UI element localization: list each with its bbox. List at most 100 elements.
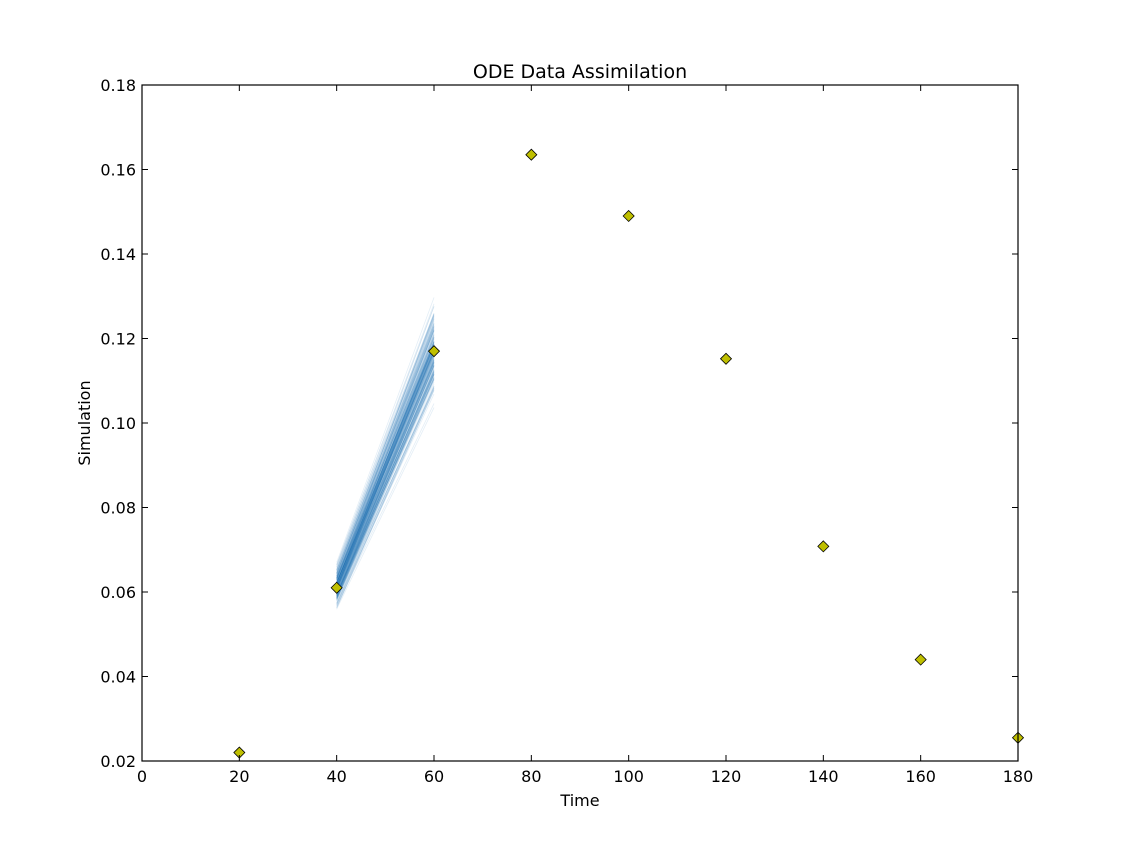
x-tick-label: 60 — [424, 767, 444, 786]
ensemble-line — [336, 336, 435, 582]
ensemble-line — [336, 384, 435, 605]
ensemble-line — [336, 365, 435, 596]
ensemble-line — [336, 386, 435, 608]
ensemble-line — [336, 343, 435, 585]
ensemble-line — [336, 365, 435, 594]
ensemble-line — [336, 338, 435, 587]
ensemble-line — [336, 359, 435, 596]
x-tick-label: 0 — [137, 767, 147, 786]
ensemble-line — [336, 352, 435, 584]
ensemble-line — [336, 333, 435, 583]
ensemble-line — [336, 364, 435, 598]
ensemble-line — [336, 335, 435, 582]
ensemble-line — [336, 376, 435, 599]
ensemble-line — [336, 356, 435, 597]
ensemble-line — [336, 366, 435, 591]
ensemble-line — [336, 370, 435, 596]
ensemble-line — [336, 334, 435, 582]
ensemble-line — [336, 351, 435, 584]
ensemble-line — [336, 393, 435, 605]
ensemble-line — [336, 377, 435, 598]
ensemble-line — [336, 370, 435, 598]
ensemble-line — [336, 317, 435, 570]
ensemble-line — [336, 371, 435, 594]
ensemble-line — [336, 326, 435, 576]
ensemble-line — [336, 343, 435, 584]
ensemble-line — [336, 339, 435, 580]
ensemble-line — [336, 358, 435, 590]
ensemble-line — [336, 356, 435, 590]
x-tick-label: 120 — [711, 767, 742, 786]
ensemble-line — [336, 374, 435, 598]
observation-marker — [427, 345, 441, 358]
ensemble-line — [336, 376, 435, 602]
ensemble-line — [336, 324, 435, 571]
ensemble-line — [336, 330, 435, 580]
x-tick-label: 40 — [326, 767, 346, 786]
ensemble-line — [336, 361, 435, 587]
ensemble-line — [336, 344, 435, 589]
ensemble-line — [336, 341, 435, 583]
ensemble-line — [336, 345, 435, 580]
ensemble-line — [336, 344, 435, 586]
ensemble-line — [336, 388, 435, 606]
ensemble-line — [336, 329, 435, 577]
ensemble-line — [336, 351, 435, 588]
ensemble-line — [336, 365, 435, 596]
ensemble-line — [336, 371, 435, 597]
ensemble-line — [336, 342, 435, 584]
ensemble-line — [336, 355, 435, 587]
ensemble-line — [336, 318, 435, 571]
ensemble-line — [336, 370, 435, 596]
ensemble-line — [336, 356, 435, 584]
ensemble-line — [336, 326, 435, 574]
ensemble-line — [336, 316, 435, 571]
y-tick-label: 0.04 — [100, 668, 136, 687]
ensemble-line — [336, 337, 435, 579]
ensemble-line — [336, 320, 435, 574]
ensemble-line — [336, 345, 435, 586]
ensemble-line — [336, 365, 435, 598]
ensemble-line — [336, 339, 435, 583]
ensemble-line — [336, 371, 435, 592]
ensemble-line — [336, 407, 435, 610]
ensemble-line — [336, 297, 435, 563]
ensemble-line — [336, 349, 435, 590]
ensemble-line — [336, 353, 435, 588]
ensemble-line — [336, 341, 435, 584]
ensemble-line — [336, 351, 435, 591]
observation-marker — [719, 352, 733, 365]
ensemble-line — [336, 377, 435, 594]
ensemble-line — [336, 385, 435, 604]
ensemble-line — [336, 363, 435, 593]
axis-ticks: 0 20 40 60 80 100 120 140 160 180 0.02 0.04 0.06 0.08… — [100, 76, 1033, 786]
ensemble-line — [336, 361, 435, 592]
ensemble-line — [336, 355, 435, 589]
ensemble-line — [336, 326, 435, 580]
ensemble-line — [336, 362, 435, 590]
ensemble-line — [336, 336, 435, 580]
observation-marker — [914, 653, 927, 666]
ensemble-line — [336, 315, 435, 568]
ensemble-line — [336, 347, 435, 590]
ensemble-line — [336, 331, 435, 584]
ensemble-line — [336, 323, 435, 579]
ensemble-line — [336, 318, 435, 576]
ensemble-line — [336, 350, 435, 583]
ensemble-line — [336, 328, 435, 578]
ensemble-line — [336, 344, 435, 580]
ensemble-line — [336, 328, 435, 584]
ensemble-line — [336, 354, 435, 591]
ensemble-line — [336, 349, 435, 586]
ensemble-line — [336, 349, 435, 587]
ensemble-line — [336, 348, 435, 586]
ensemble-line — [336, 347, 435, 590]
ensemble-line — [336, 364, 435, 594]
ensemble-line — [336, 341, 435, 588]
ensemble-line — [336, 390, 435, 609]
ensemble-line — [336, 373, 435, 599]
ensemble-line — [336, 364, 435, 591]
x-tick-label: 140 — [808, 767, 839, 786]
ensemble-line — [336, 346, 435, 583]
